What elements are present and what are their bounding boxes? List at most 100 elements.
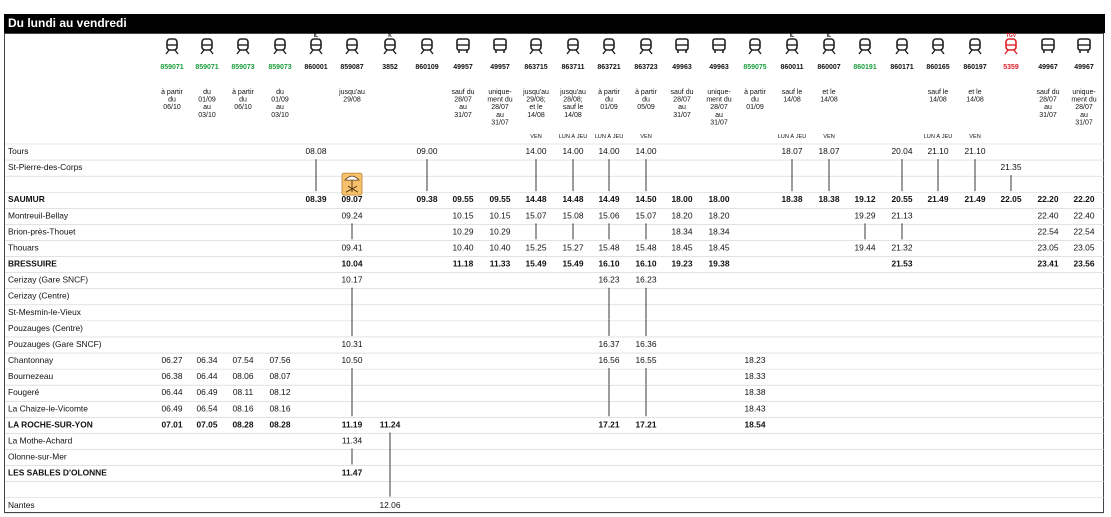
column-note: 14/08 <box>966 97 984 104</box>
time-cell: 08.08 <box>306 146 327 156</box>
column-note: 28/07 <box>1075 104 1093 111</box>
time-cell: 21.10 <box>965 146 986 156</box>
train-number: 860007 <box>817 64 840 71</box>
time-cell: 14.00 <box>636 146 657 156</box>
time-cell: 18.54 <box>745 419 766 429</box>
time-cell: 10.29 <box>453 226 474 236</box>
time-cell: 18.33 <box>745 371 766 381</box>
column-note: ment du <box>487 97 512 104</box>
day-label: LUN À JEU <box>595 133 624 140</box>
time-cell: 08.39 <box>306 194 327 204</box>
time-cell: 22.54 <box>1038 226 1059 236</box>
time-cell: 21.35 <box>1001 162 1022 172</box>
time-cell: 18.43 <box>745 403 766 413</box>
train-icon <box>602 38 616 55</box>
column-note: 05/09 <box>637 104 655 111</box>
column-note: sauf le <box>563 104 584 111</box>
time-cell: 19.12 <box>855 194 876 204</box>
train-number: 49967 <box>1038 64 1058 71</box>
time-cell: 15.07 <box>526 210 547 220</box>
time-cell: 08.06 <box>233 371 254 381</box>
train-icon <box>566 38 580 55</box>
time-cell: 12.06 <box>380 500 401 510</box>
station-name: Montreuil-Bellay <box>8 210 69 220</box>
train-number: 860109 <box>415 64 438 71</box>
train-number: 859071 <box>160 64 183 71</box>
column-note: 06/10 <box>234 104 252 111</box>
train-icon <box>748 38 762 55</box>
time-cell: 18.45 <box>709 242 730 252</box>
column-note: à partir <box>598 89 620 96</box>
day-label: VEN <box>969 134 981 140</box>
station-name: St-Mesmin-le-Vieux <box>8 307 82 317</box>
time-cell: 06.49 <box>162 403 183 413</box>
column-note: sauf le <box>928 89 949 96</box>
time-cell: 06.54 <box>197 403 218 413</box>
train-icon <box>1004 38 1018 55</box>
time-cell: 17.21 <box>599 419 620 429</box>
column-note: ment du <box>1071 97 1096 104</box>
column-note: 14/08 <box>527 112 545 119</box>
station-name: Chantonnay <box>8 355 54 365</box>
time-cell: 15.06 <box>599 210 620 220</box>
column-note: jusqu'au <box>338 89 365 96</box>
time-cell: 18.20 <box>709 210 730 220</box>
train-number: 859075 <box>743 64 766 71</box>
station-name: Cerizay (Gare SNCF) <box>8 275 88 285</box>
train-number: 860171 <box>890 64 913 71</box>
time-cell: 14.00 <box>599 146 620 156</box>
station-name: Cerizay (Centre) <box>8 291 70 301</box>
column-note: du <box>642 97 650 104</box>
timetable-frame <box>4 33 1104 513</box>
column-note: 28/07 <box>710 104 728 111</box>
train-number: 859073 <box>231 64 254 71</box>
time-cell: 23.56 <box>1074 259 1095 269</box>
bus-icon <box>493 38 507 53</box>
time-cell: 07.54 <box>233 355 254 365</box>
column-note: du <box>239 97 247 104</box>
time-cell: 15.49 <box>526 259 547 269</box>
train-number: 860001 <box>304 64 327 71</box>
time-cell: 08.11 <box>233 387 254 397</box>
station-name: Fougeré <box>8 387 40 397</box>
beach-icon <box>341 172 363 196</box>
time-cell: 10.04 <box>342 259 363 269</box>
time-cell: 19.38 <box>709 259 730 269</box>
time-cell: 14.48 <box>563 194 584 204</box>
column-note: du <box>168 97 176 104</box>
day-label: VEN <box>640 134 652 140</box>
column-note: unique- <box>1072 89 1096 96</box>
column-note: au <box>1044 104 1052 111</box>
train-number: 863715 <box>524 64 547 71</box>
time-cell: 18.20 <box>672 210 693 220</box>
time-cell: 16.36 <box>636 339 657 349</box>
station-name: Thouars <box>8 242 39 252</box>
train-badge: IL <box>827 33 831 39</box>
train-icon <box>309 38 323 55</box>
train-badge: K <box>388 33 392 39</box>
column-note: à partir <box>635 89 657 96</box>
column-note: 03/10 <box>271 112 289 119</box>
day-label: VEN <box>823 134 835 140</box>
time-cell: 18.38 <box>745 387 766 397</box>
station-name: SAUMUR <box>8 194 45 204</box>
train-number: 863721 <box>597 64 620 71</box>
time-cell: 18.00 <box>672 194 693 204</box>
train-number: 859087 <box>340 64 363 71</box>
train-icon <box>383 38 397 55</box>
time-cell: 22.40 <box>1038 210 1059 220</box>
column-note: 31/07 <box>1075 119 1093 126</box>
time-cell: 11.47 <box>342 468 363 478</box>
column-note: 03/10 <box>198 112 216 119</box>
time-cell: 15.08 <box>563 210 584 220</box>
column-note: 06/10 <box>163 104 181 111</box>
column-note: 14/08 <box>783 97 801 104</box>
column-note: du <box>605 97 613 104</box>
bus-icon <box>712 38 726 53</box>
column-note: au <box>715 112 723 119</box>
column-note: sauf du <box>452 89 475 96</box>
time-cell: 22.40 <box>1074 210 1095 220</box>
column-note: 31/07 <box>491 119 509 126</box>
train-icon <box>345 38 359 55</box>
